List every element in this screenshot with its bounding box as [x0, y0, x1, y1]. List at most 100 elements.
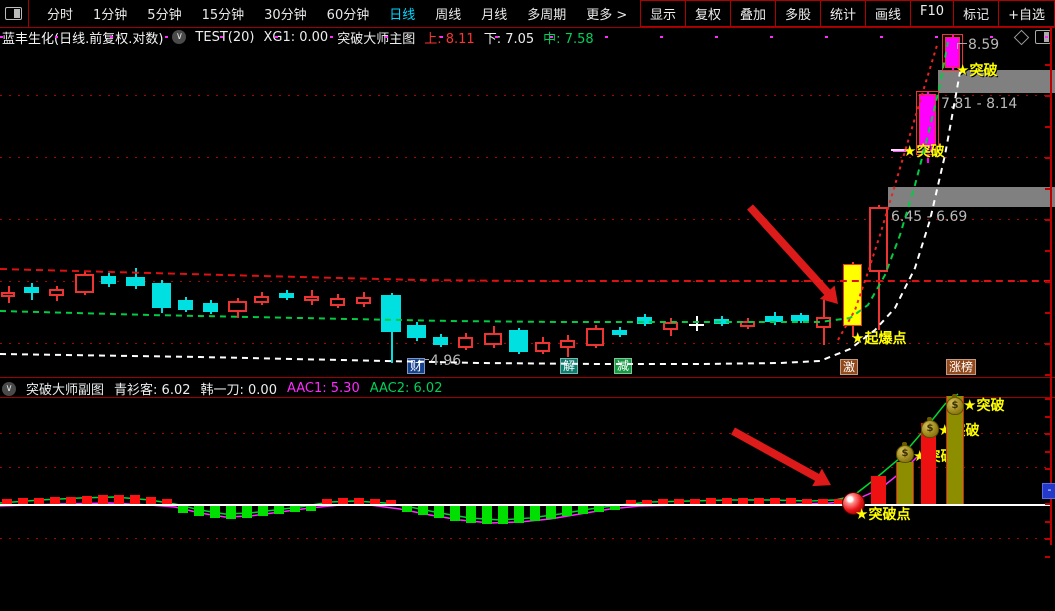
axis-tick [1045, 343, 1050, 345]
candle [612, 330, 627, 335]
axis-tick [1045, 64, 1050, 66]
toolbar-button-统计[interactable]: 统计 [820, 0, 867, 27]
menu-item-多周期[interactable]: 多周期 [527, 8, 567, 23]
panel-divider[interactable] [0, 377, 1055, 378]
oscillator-segment [274, 506, 284, 514]
oscillator-segment [178, 506, 188, 513]
oscillator-segment [434, 506, 444, 518]
toolbar-button-显示[interactable]: 显示 [639, 0, 686, 27]
axis-tick [1045, 126, 1050, 128]
menu-item-60分钟[interactable]: 60分钟 [326, 8, 370, 23]
candle [843, 264, 862, 326]
axis-toggle-button[interactable]: - [1042, 483, 1055, 499]
toolbar-button-F10[interactable]: F10 [910, 0, 955, 27]
breakout-label: ★起爆点 [851, 329, 907, 347]
toolbar-button-+自选[interactable]: +自选 [998, 0, 1055, 27]
oscillator-segment [2, 499, 12, 504]
candle [560, 340, 575, 348]
axis-tick [1045, 188, 1050, 190]
candle [791, 315, 809, 321]
menu-item-日线[interactable]: 日线 [389, 8, 416, 23]
oscillator-segment [818, 499, 828, 504]
candle [356, 297, 371, 304]
oscillator-segment [658, 499, 668, 504]
event-badge-解: 解 [560, 358, 579, 374]
candle [869, 207, 888, 272]
hyd-value: 韩一刀: 0.00 [200, 383, 277, 398]
signal-bar [921, 423, 936, 504]
money-bag-icon: $ [921, 417, 939, 438]
oscillator-segment [802, 499, 812, 504]
toolbar-button-叠加[interactable]: 叠加 [729, 0, 776, 27]
toolbar-button-画线[interactable]: 画线 [865, 0, 912, 27]
subpanel-divider [0, 397, 1055, 398]
candle [433, 337, 448, 345]
oscillator-segment [514, 506, 524, 523]
candle [484, 333, 502, 345]
menubar: 分时 1分钟 5分钟 15分钟 30分钟 60分钟 日线 周线 月线 多周期 更多 > 显示 复权 叠加… [0, 0, 1055, 28]
axis-tick [1045, 468, 1050, 470]
candle [203, 303, 218, 312]
candle [458, 337, 473, 348]
oscillator-segment [66, 497, 76, 504]
menu-item-30分钟[interactable]: 30分钟 [264, 8, 307, 23]
chevron-down-icon[interactable]: ∨ [2, 381, 16, 396]
oscillator-segment [546, 506, 556, 519]
red-ball-marker [842, 492, 865, 515]
axis-tick [1045, 538, 1050, 540]
toolbar-buttons: 显示 复权 叠加 多股 统计 画线 F10 标记 +自选 [639, 0, 1055, 27]
oscillator-segment [786, 498, 796, 504]
axis-tick [1045, 416, 1050, 418]
axis-tick [1045, 374, 1050, 376]
axis-tick [1045, 281, 1050, 283]
oscillator-segment [82, 496, 92, 504]
axis-tick [1045, 556, 1050, 558]
candle [586, 328, 604, 346]
red-arrow-annotation [731, 427, 820, 482]
candle [663, 322, 678, 330]
menu-item-15分钟[interactable]: 15分钟 [201, 8, 245, 23]
breakout-label: ★突破 [963, 396, 1005, 414]
candle [765, 316, 783, 322]
candle [254, 296, 269, 303]
oscillator-segment [482, 506, 492, 524]
oscillator-segment [770, 498, 780, 504]
candle [75, 274, 94, 293]
toolbar-button-多股[interactable]: 多股 [775, 0, 822, 27]
candle-cross [689, 324, 704, 326]
oscillator-segment [834, 499, 844, 504]
signal-dash [891, 149, 904, 151]
oscillator-segment [402, 506, 412, 512]
menu-item-月线[interactable]: 月线 [481, 8, 508, 23]
oscillator-segment [290, 506, 300, 512]
oscillator-segment [418, 506, 428, 515]
event-badge-涨榜: 涨榜 [946, 359, 977, 375]
candle [381, 295, 401, 332]
menu-item-1分钟[interactable]: 1分钟 [93, 8, 128, 23]
axis-tick [1045, 95, 1050, 97]
gridline [0, 467, 1050, 468]
oscillator-segment [674, 499, 684, 504]
menu-item-5分钟[interactable]: 5分钟 [147, 8, 182, 23]
axis-tick [1045, 521, 1050, 523]
oscillator-segment [210, 506, 220, 518]
axis-tick [1045, 250, 1050, 252]
oscillator-segment [322, 499, 332, 504]
gridline [0, 95, 1050, 96]
menu-item-更多 >[interactable]: 更多 > [586, 8, 628, 23]
toolbar-button-复权[interactable]: 复权 [684, 0, 731, 27]
oscillator-segment [722, 498, 732, 504]
menu-item-周线[interactable]: 周线 [435, 8, 462, 23]
oscillator-segment [18, 498, 28, 504]
price-leader-line [957, 43, 967, 49]
oscillator-segment [706, 498, 716, 504]
oscillator-segment [114, 495, 124, 504]
candle [714, 319, 729, 324]
menu-item-分时[interactable]: 分时 [47, 8, 74, 23]
toolbar-button-标记[interactable]: 标记 [953, 0, 1000, 27]
money-bag-icon: $ [946, 394, 964, 415]
oscillator-segment [258, 506, 268, 516]
window-split-icon[interactable] [5, 7, 22, 20]
oscillator-segment [562, 506, 572, 516]
